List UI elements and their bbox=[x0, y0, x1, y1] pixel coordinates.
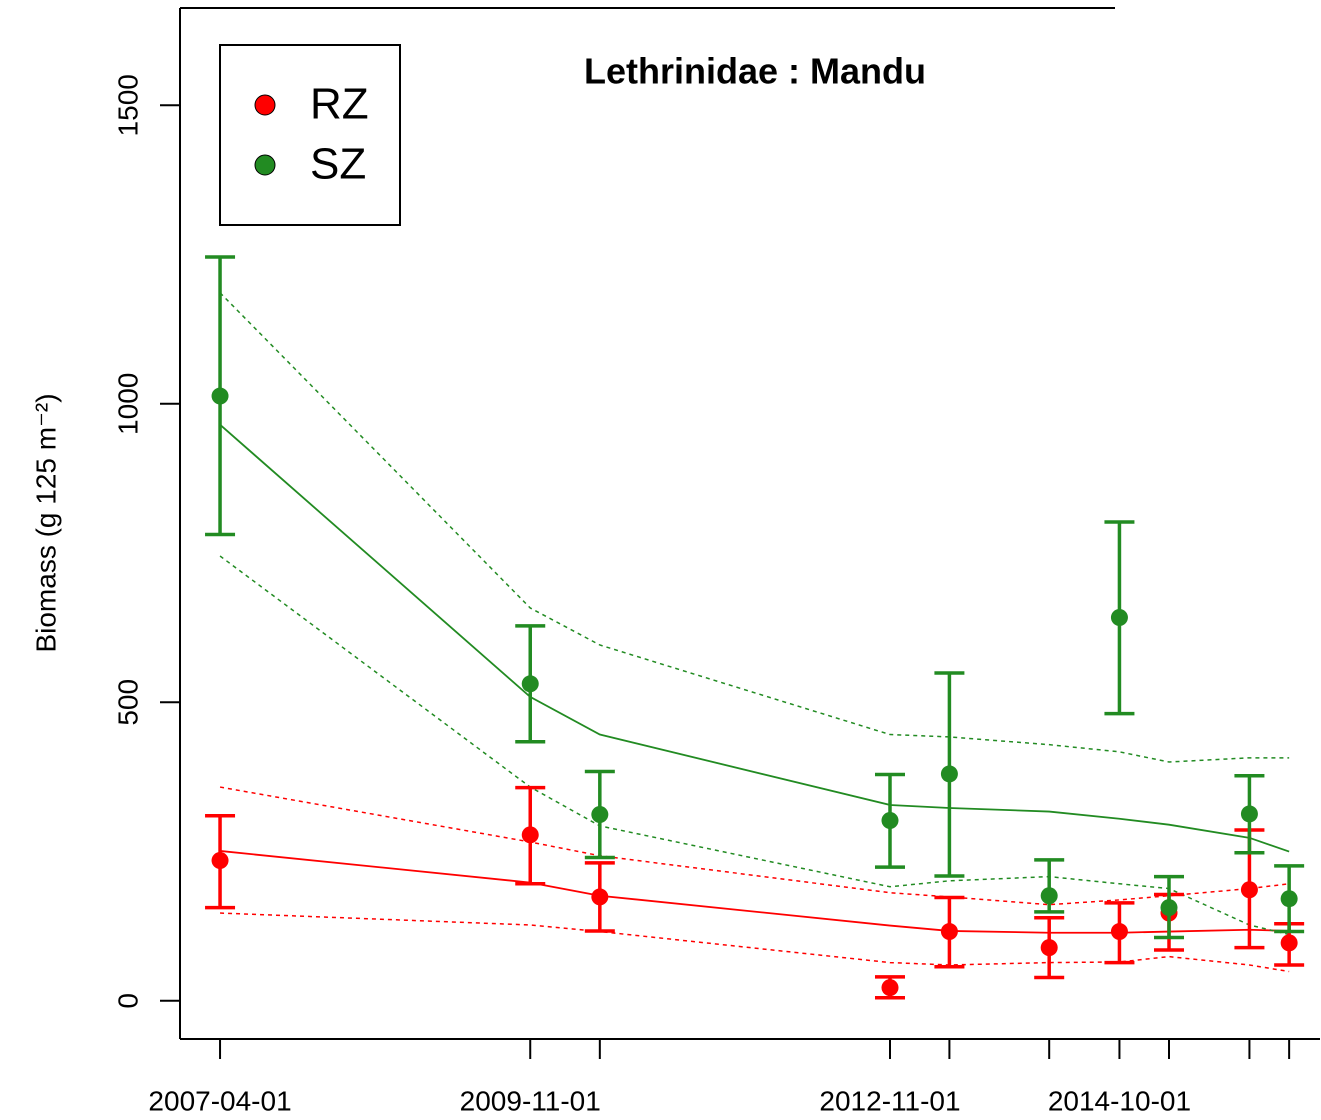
ci-line bbox=[220, 912, 1290, 973]
point bbox=[1040, 939, 1058, 957]
legend-label: SZ bbox=[310, 140, 366, 189]
y-tick-label: 500 bbox=[112, 679, 143, 726]
x-tick-label: 2012-11-01 bbox=[819, 1085, 960, 1116]
point bbox=[1280, 934, 1298, 952]
y-tick-label: 0 bbox=[112, 993, 143, 1009]
point bbox=[940, 923, 958, 941]
x-tick-label: 2014-10-01 bbox=[1048, 1085, 1191, 1116]
point bbox=[1240, 881, 1258, 899]
y-tick-label: 1500 bbox=[112, 74, 143, 136]
legend-box bbox=[219, 44, 401, 226]
chart-title: Lethrinidae : Mandu bbox=[584, 51, 926, 92]
y-tick-label: 1000 bbox=[112, 373, 143, 435]
fit-line bbox=[219, 850, 1290, 934]
point bbox=[1160, 899, 1178, 917]
legend-marker bbox=[254, 154, 276, 176]
legend-label: RZ bbox=[310, 80, 369, 129]
x-tick-label: 2009-11-01 bbox=[460, 1085, 601, 1116]
point bbox=[1040, 887, 1058, 905]
x-tick-label: 2007-04-01 bbox=[148, 1085, 291, 1116]
point bbox=[211, 387, 229, 405]
legend-marker bbox=[254, 94, 276, 116]
point bbox=[940, 765, 958, 783]
fit-line bbox=[219, 424, 1290, 853]
point bbox=[591, 806, 609, 824]
point bbox=[1110, 609, 1128, 627]
point bbox=[521, 675, 539, 693]
y-axis-label: Biomass (g 125 m⁻²) bbox=[30, 393, 61, 652]
ci-line bbox=[219, 292, 1290, 763]
point bbox=[591, 888, 609, 906]
ci-line bbox=[219, 555, 1290, 936]
point bbox=[881, 979, 899, 997]
point bbox=[1110, 923, 1128, 941]
point bbox=[881, 812, 899, 830]
point bbox=[1240, 805, 1258, 823]
point bbox=[521, 826, 539, 844]
point bbox=[1280, 890, 1298, 908]
point bbox=[211, 852, 229, 870]
